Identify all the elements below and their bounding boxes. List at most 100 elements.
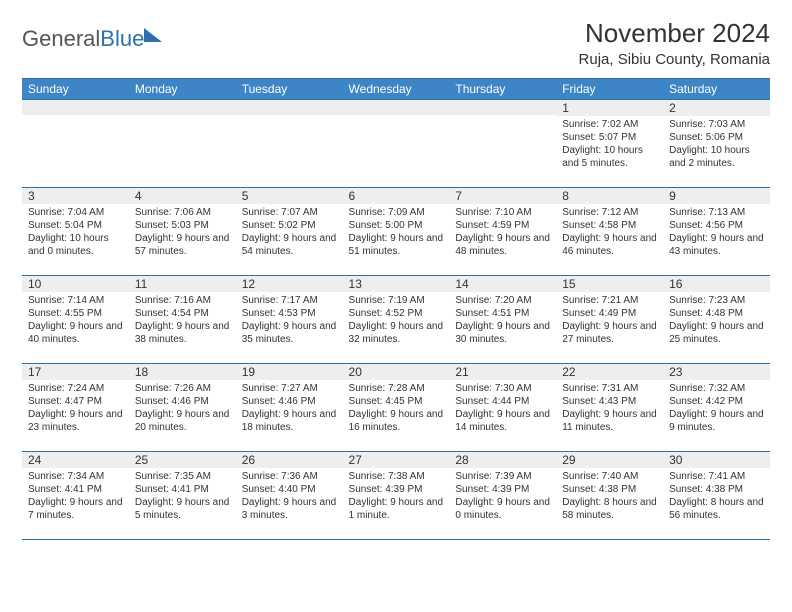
- calendar-day-cell: 30Sunrise: 7:41 AMSunset: 4:38 PMDayligh…: [663, 452, 770, 540]
- title-block: November 2024 Ruja, Sibiu County, Romani…: [579, 18, 770, 68]
- header: GeneralBlue November 2024 Ruja, Sibiu Co…: [22, 18, 770, 68]
- calendar-day-cell: [22, 100, 129, 188]
- calendar-week-row: 10Sunrise: 7:14 AMSunset: 4:55 PMDayligh…: [22, 276, 770, 364]
- sunrise-text: Sunrise: 7:23 AM: [669, 294, 764, 307]
- page: GeneralBlue November 2024 Ruja, Sibiu Co…: [0, 0, 792, 558]
- day-details: Sunrise: 7:14 AMSunset: 4:55 PMDaylight:…: [22, 292, 129, 350]
- sunset-text: Sunset: 4:55 PM: [28, 307, 123, 320]
- page-title: November 2024: [579, 18, 770, 49]
- sunset-text: Sunset: 4:39 PM: [349, 483, 444, 496]
- daylight-text: Daylight: 9 hours and 27 minutes.: [562, 320, 657, 346]
- calendar-day-cell: 17Sunrise: 7:24 AMSunset: 4:47 PMDayligh…: [22, 364, 129, 452]
- daylight-text: Daylight: 9 hours and 20 minutes.: [135, 408, 230, 434]
- sunrise-text: Sunrise: 7:19 AM: [349, 294, 444, 307]
- calendar-day-cell: 9Sunrise: 7:13 AMSunset: 4:56 PMDaylight…: [663, 188, 770, 276]
- day-number: 30: [663, 452, 770, 468]
- day-number: 7: [449, 188, 556, 204]
- day-details: Sunrise: 7:20 AMSunset: 4:51 PMDaylight:…: [449, 292, 556, 350]
- daylight-text: Daylight: 9 hours and 3 minutes.: [242, 496, 337, 522]
- sunset-text: Sunset: 4:45 PM: [349, 395, 444, 408]
- day-number: [236, 100, 343, 115]
- day-details: Sunrise: 7:19 AMSunset: 4:52 PMDaylight:…: [343, 292, 450, 350]
- sunrise-text: Sunrise: 7:16 AM: [135, 294, 230, 307]
- logo-text: GeneralBlue: [22, 26, 144, 52]
- sunset-text: Sunset: 4:43 PM: [562, 395, 657, 408]
- day-number: 29: [556, 452, 663, 468]
- sunset-text: Sunset: 5:02 PM: [242, 219, 337, 232]
- sunset-text: Sunset: 4:54 PM: [135, 307, 230, 320]
- day-number: 25: [129, 452, 236, 468]
- day-header: Saturday: [663, 79, 770, 100]
- daylight-text: Daylight: 9 hours and 32 minutes.: [349, 320, 444, 346]
- sunrise-text: Sunrise: 7:10 AM: [455, 206, 550, 219]
- day-number: 14: [449, 276, 556, 292]
- sunrise-text: Sunrise: 7:13 AM: [669, 206, 764, 219]
- day-number: 5: [236, 188, 343, 204]
- calendar-day-cell: [236, 100, 343, 188]
- day-number: 13: [343, 276, 450, 292]
- daylight-text: Daylight: 9 hours and 38 minutes.: [135, 320, 230, 346]
- daylight-text: Daylight: 9 hours and 43 minutes.: [669, 232, 764, 258]
- logo: GeneralBlue: [22, 18, 162, 52]
- daylight-text: Daylight: 9 hours and 51 minutes.: [349, 232, 444, 258]
- sunset-text: Sunset: 5:07 PM: [562, 131, 657, 144]
- day-details: Sunrise: 7:34 AMSunset: 4:41 PMDaylight:…: [22, 468, 129, 526]
- daylight-text: Daylight: 9 hours and 9 minutes.: [669, 408, 764, 434]
- daylight-text: Daylight: 9 hours and 40 minutes.: [28, 320, 123, 346]
- calendar-day-cell: 7Sunrise: 7:10 AMSunset: 4:59 PMDaylight…: [449, 188, 556, 276]
- day-details: Sunrise: 7:10 AMSunset: 4:59 PMDaylight:…: [449, 204, 556, 262]
- day-details: Sunrise: 7:17 AMSunset: 4:53 PMDaylight:…: [236, 292, 343, 350]
- calendar-day-cell: 11 Sunrise: 7:16 AMSunset: 4:54 PMDayligh…: [129, 276, 236, 364]
- daylight-text: Daylight: 10 hours and 2 minutes.: [669, 144, 764, 170]
- day-details: Sunrise: 7:28 AMSunset: 4:45 PMDaylight:…: [343, 380, 450, 438]
- daylight-text: Daylight: 9 hours and 23 minutes.: [28, 408, 123, 434]
- daylight-text: Daylight: 10 hours and 0 minutes.: [28, 232, 123, 258]
- calendar-day-cell: 15Sunrise: 7:21 AMSunset: 4:49 PMDayligh…: [556, 276, 663, 364]
- daylight-text: Daylight: 9 hours and 46 minutes.: [562, 232, 657, 258]
- day-header: Tuesday: [236, 79, 343, 100]
- calendar-week-row: 1Sunrise: 7:02 AMSunset: 5:07 PMDaylight…: [22, 100, 770, 188]
- sunset-text: Sunset: 4:40 PM: [242, 483, 337, 496]
- daylight-text: Daylight: 9 hours and 57 minutes.: [135, 232, 230, 258]
- sunset-text: Sunset: 4:38 PM: [562, 483, 657, 496]
- day-number: 16: [663, 276, 770, 292]
- daylight-text: Daylight: 9 hours and 35 minutes.: [242, 320, 337, 346]
- daylight-text: Daylight: 9 hours and 48 minutes.: [455, 232, 550, 258]
- sunset-text: Sunset: 4:41 PM: [28, 483, 123, 496]
- day-number: 10: [22, 276, 129, 292]
- calendar-day-cell: 13Sunrise: 7:19 AMSunset: 4:52 PMDayligh…: [343, 276, 450, 364]
- day-header: Sunday: [22, 79, 129, 100]
- day-number: 15: [556, 276, 663, 292]
- daylight-text: Daylight: 9 hours and 5 minutes.: [135, 496, 230, 522]
- daylight-text: Daylight: 9 hours and 14 minutes.: [455, 408, 550, 434]
- sunset-text: Sunset: 4:59 PM: [455, 219, 550, 232]
- sunrise-text: Sunrise: 7:30 AM: [455, 382, 550, 395]
- sunset-text: Sunset: 4:41 PM: [135, 483, 230, 496]
- day-number: 22: [556, 364, 663, 380]
- sunset-text: Sunset: 5:04 PM: [28, 219, 123, 232]
- sunset-text: Sunset: 4:56 PM: [669, 219, 764, 232]
- daylight-text: Daylight: 8 hours and 56 minutes.: [669, 496, 764, 522]
- logo-general: General: [22, 26, 100, 51]
- calendar-day-cell: 5Sunrise: 7:07 AMSunset: 5:02 PMDaylight…: [236, 188, 343, 276]
- calendar-day-cell: 21Sunrise: 7:30 AMSunset: 4:44 PMDayligh…: [449, 364, 556, 452]
- calendar-day-cell: 26Sunrise: 7:36 AMSunset: 4:40 PMDayligh…: [236, 452, 343, 540]
- day-number: 19: [236, 364, 343, 380]
- sunrise-text: Sunrise: 7:07 AM: [242, 206, 337, 219]
- sunset-text: Sunset: 4:44 PM: [455, 395, 550, 408]
- sunrise-text: Sunrise: 7:26 AM: [135, 382, 230, 395]
- calendar-week-row: 17Sunrise: 7:24 AMSunset: 4:47 PMDayligh…: [22, 364, 770, 452]
- day-details: Sunrise: 7:09 AMSunset: 5:00 PMDaylight:…: [343, 204, 450, 262]
- daylight-text: Daylight: 10 hours and 5 minutes.: [562, 144, 657, 170]
- day-details: Sunrise: 7:23 AMSunset: 4:48 PMDaylight:…: [663, 292, 770, 350]
- calendar-day-cell: 8Sunrise: 7:12 AMSunset: 4:58 PMDaylight…: [556, 188, 663, 276]
- day-details: Sunrise: 7:41 AMSunset: 4:38 PMDaylight:…: [663, 468, 770, 526]
- calendar-day-cell: [449, 100, 556, 188]
- day-number: 26: [236, 452, 343, 468]
- sunset-text: Sunset: 4:58 PM: [562, 219, 657, 232]
- day-details: Sunrise: 7:03 AMSunset: 5:06 PMDaylight:…: [663, 116, 770, 174]
- daylight-text: Daylight: 9 hours and 0 minutes.: [455, 496, 550, 522]
- day-header: Thursday: [449, 79, 556, 100]
- day-details: Sunrise: 7:32 AMSunset: 4:42 PMDaylight:…: [663, 380, 770, 438]
- day-number: 11: [129, 276, 236, 292]
